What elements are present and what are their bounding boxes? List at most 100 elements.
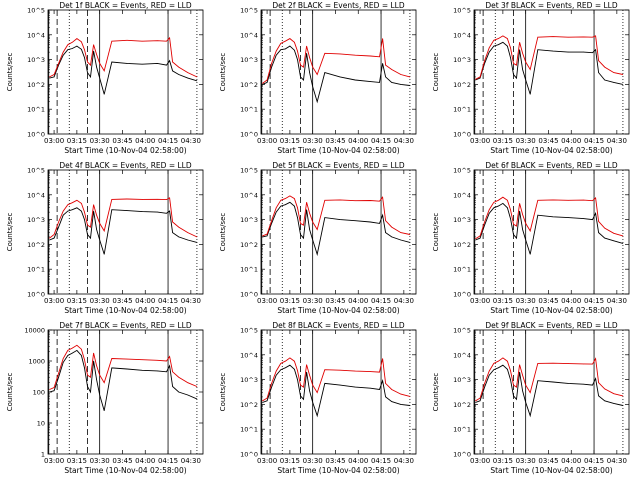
data-point-events <box>525 79 526 81</box>
data-point-lld <box>285 198 286 199</box>
data-point-lld <box>58 373 59 374</box>
data-point-events <box>507 369 508 370</box>
data-point-events <box>72 209 73 210</box>
data-point-lld <box>312 66 314 68</box>
x-tick-label: 04:00 <box>135 297 155 305</box>
data-point-lld <box>297 50 298 52</box>
data-point-lld <box>53 234 55 235</box>
y-tick-label: 10^0 <box>240 451 258 459</box>
data-point-lld <box>484 221 485 223</box>
data-point-lld <box>507 38 508 39</box>
data-point-events <box>303 79 304 81</box>
data-point-lld <box>266 397 268 399</box>
data-point-lld <box>169 356 170 357</box>
x-tick-label: 04:00 <box>348 457 368 465</box>
y-tick-label: 10 <box>37 420 45 428</box>
data-point-lld <box>294 42 295 43</box>
y-tick-label: 10^2 <box>240 241 258 249</box>
data-point-lld <box>475 400 476 402</box>
data-point-events <box>169 210 170 212</box>
y-tick-label: 10^5 <box>453 167 471 175</box>
data-point-lld <box>93 204 94 205</box>
data-point-lld <box>289 357 291 359</box>
data-point-events <box>595 378 596 379</box>
data-point-lld <box>484 60 485 61</box>
y-tick-label: 10^3 <box>27 56 45 64</box>
data-point-events <box>266 82 268 83</box>
data-point-lld <box>622 235 624 237</box>
x-tick-label: 04:15 <box>584 137 604 145</box>
data-point-events <box>370 221 371 223</box>
data-point-events <box>126 368 128 370</box>
data-point-events <box>67 49 69 50</box>
data-point-lld <box>339 369 341 371</box>
data-point-lld <box>111 199 113 200</box>
x-tick-label: 04:00 <box>348 297 368 305</box>
data-point-events <box>339 219 341 220</box>
data-point-lld <box>493 363 495 364</box>
data-point-events <box>84 367 85 369</box>
data-point-lld <box>266 233 268 235</box>
y-tick-label: 1000 <box>28 358 45 366</box>
data-point-events <box>507 207 508 209</box>
data-point-events <box>567 51 569 53</box>
data-point-lld <box>475 79 476 80</box>
data-point-events <box>522 390 523 392</box>
data-point-events <box>488 51 490 53</box>
x-axis-label: Start Time (10-Nov-04 02:58:00) <box>490 306 612 315</box>
chart-panel-8: Det 8f BLACK = Events, RED = LLD Counts/s… <box>219 321 417 475</box>
data-point-lld <box>529 69 531 70</box>
data-point-lld <box>400 393 402 395</box>
data-point-events <box>76 45 78 47</box>
data-point-lld <box>62 51 64 53</box>
y-tick-label: 10^3 <box>240 216 258 224</box>
data-point-events <box>583 383 584 385</box>
data-point-lld <box>537 200 539 201</box>
y-tick-label: 10^5 <box>453 7 471 15</box>
chart-panel-9: Det 9f BLACK = Events, RED = LLD Counts/s… <box>432 321 630 475</box>
data-point-lld <box>498 360 499 362</box>
chart-title: Det 8f BLACK = Events, RED = LLD <box>272 321 405 330</box>
data-point-events <box>622 84 624 85</box>
data-point-lld <box>516 64 517 66</box>
x-tick-label: 04:15 <box>371 457 391 465</box>
data-point-events <box>525 402 526 403</box>
data-point-events <box>309 390 310 392</box>
y-tick-label: 10^5 <box>27 167 45 175</box>
data-point-events <box>166 64 167 66</box>
y-tick-label: 10^4 <box>27 31 45 39</box>
data-point-events <box>391 401 393 402</box>
x-tick-label: 04:00 <box>561 457 581 465</box>
data-point-events <box>339 384 341 386</box>
x-tick-label: 04:30 <box>607 457 627 465</box>
data-point-events <box>93 360 94 362</box>
y-tick-label: 10^3 <box>240 376 258 384</box>
data-point-events <box>382 380 383 382</box>
data-point-events <box>126 63 128 64</box>
chart-title: Det 6f BLACK = Events, RED = LLD <box>485 161 618 170</box>
x-tick-label: 03:45 <box>538 137 558 145</box>
data-point-lld <box>592 200 593 201</box>
x-tick-label: 04:30 <box>181 457 201 465</box>
y-tick-label: 10^1 <box>27 106 45 114</box>
data-point-lld <box>178 226 179 228</box>
data-point-lld <box>141 199 143 200</box>
data-point-lld <box>385 64 386 66</box>
x-tick-label: 03:00 <box>470 137 490 145</box>
data-point-lld <box>62 210 64 212</box>
data-point-lld <box>72 202 73 203</box>
data-point-lld <box>502 35 504 37</box>
data-point-lld <box>280 200 282 201</box>
data-point-lld <box>595 197 596 199</box>
data-point-lld <box>289 38 291 39</box>
data-point-events <box>303 237 304 239</box>
data-point-lld <box>172 221 173 223</box>
data-point-lld <box>103 382 105 384</box>
data-point-events <box>622 243 624 244</box>
data-point-events <box>103 254 105 255</box>
data-point-events <box>498 205 499 207</box>
chart-panel-3: Det 3f BLACK = Events, RED = LLD Counts/s… <box>432 1 630 155</box>
data-point-events <box>141 211 143 212</box>
y-tick-label: 10^1 <box>240 106 258 114</box>
data-point-lld <box>567 363 569 364</box>
